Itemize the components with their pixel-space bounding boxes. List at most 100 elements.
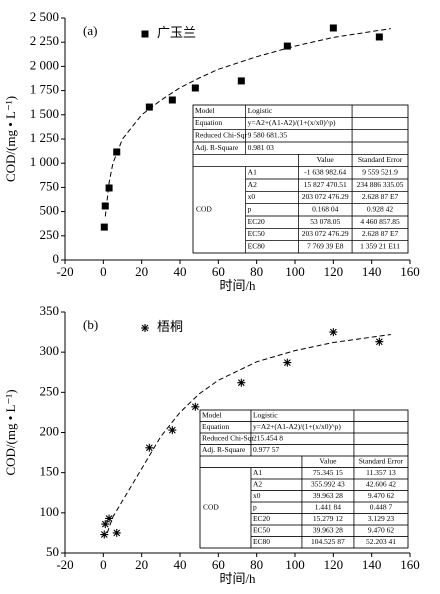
x-tick-label: 100 bbox=[285, 557, 305, 572]
table-text: 75.345 15 bbox=[313, 468, 343, 477]
point bbox=[329, 328, 338, 337]
x-tick-label: 20 bbox=[135, 264, 148, 279]
x-axis-label: 时间/h bbox=[219, 571, 256, 586]
table-cell bbox=[351, 240, 409, 254]
point bbox=[237, 378, 246, 387]
table-text: Equation bbox=[195, 118, 222, 127]
table-text: 0.168 04 bbox=[312, 205, 339, 214]
table-text: 1 359 21 E11 bbox=[360, 242, 400, 251]
y-tick-label: 200 bbox=[40, 423, 60, 438]
table-text: Adj. R-Square bbox=[202, 445, 246, 454]
point bbox=[237, 77, 245, 85]
table-text: 203 072 476.29 bbox=[302, 229, 349, 238]
table-text: EC50 bbox=[248, 229, 265, 238]
table-text: Standard Error bbox=[358, 155, 403, 164]
table-text: 4 460 857.85 bbox=[360, 217, 400, 226]
table-text: 39.963 28 bbox=[313, 525, 343, 534]
table-text: 355.992 43 bbox=[311, 479, 345, 488]
y-tick-label: 1 000 bbox=[30, 154, 59, 169]
point bbox=[145, 443, 154, 452]
table-text: A1 bbox=[248, 168, 257, 177]
point bbox=[101, 202, 109, 210]
y-tick-label: 2 250 bbox=[30, 33, 59, 48]
panel-label: (b) bbox=[83, 317, 98, 332]
x-tick-label: 140 bbox=[362, 264, 382, 279]
legend-marker bbox=[141, 30, 149, 38]
table-text: 9 559 521.9 bbox=[362, 168, 398, 177]
table-text: Value bbox=[319, 456, 337, 465]
y-tick-label: 350 bbox=[40, 303, 60, 318]
y-tick-label: 1 500 bbox=[30, 106, 59, 121]
table-text: y=A2+(A1-A2)/(1+(x/x0)^p) bbox=[248, 118, 336, 127]
table-text: EC20 bbox=[248, 217, 265, 226]
table-text: A1 bbox=[253, 468, 262, 477]
table-text: EC80 bbox=[253, 537, 270, 546]
table-text: Reduced Chi-Sqr bbox=[202, 433, 254, 442]
table-text: Equation bbox=[202, 422, 229, 431]
table-text: Logistic bbox=[248, 106, 273, 115]
legend-marker bbox=[141, 324, 149, 332]
x-tick-label: 60 bbox=[212, 557, 225, 572]
table-text: 215.454 8 bbox=[253, 433, 283, 442]
fit-curve bbox=[106, 334, 391, 534]
y-tick-label: 50 bbox=[46, 544, 59, 559]
y-axis-label: COD/(mg • L⁻¹) bbox=[3, 96, 18, 182]
table-text: 0.981 03 bbox=[248, 143, 274, 152]
table-text: 15.279 12 bbox=[313, 514, 343, 523]
table-text: x0 bbox=[248, 192, 256, 201]
table-text: 104.525 87 bbox=[311, 537, 345, 546]
point bbox=[375, 337, 384, 346]
table-text: COD bbox=[196, 205, 212, 214]
x-tick-label: 80 bbox=[250, 557, 263, 572]
table-text: 0.977 57 bbox=[253, 445, 280, 454]
table-text: x0 bbox=[253, 491, 261, 500]
y-tick-label: 0 bbox=[53, 251, 60, 266]
point bbox=[100, 223, 108, 231]
table-text: Value bbox=[317, 155, 335, 164]
y-tick-label: 2 000 bbox=[30, 57, 59, 72]
x-axis-label: 时间/h bbox=[219, 278, 256, 293]
table-text: 234 886 335.05 bbox=[357, 180, 404, 189]
y-tick-label: 300 bbox=[40, 343, 60, 358]
table-text: EC50 bbox=[253, 525, 270, 534]
point bbox=[100, 530, 109, 539]
legend-label: 广玉兰 bbox=[157, 25, 196, 40]
x-tick-label: 0 bbox=[100, 557, 107, 572]
legend-label: 梧桐 bbox=[157, 319, 183, 334]
x-tick-label: 160 bbox=[400, 557, 420, 572]
table-text: COD bbox=[203, 502, 219, 511]
table-text: 2.628 87 E7 bbox=[362, 229, 399, 238]
point bbox=[168, 426, 177, 435]
y-tick-label: 250 bbox=[40, 383, 60, 398]
panel-label: (a) bbox=[83, 23, 97, 38]
table-text: Model bbox=[202, 410, 222, 419]
table-cell bbox=[353, 536, 409, 549]
table-text: Reduced Chi-Sqr bbox=[195, 131, 247, 140]
y-tick-label: 1 750 bbox=[30, 82, 59, 97]
point bbox=[191, 84, 199, 92]
point bbox=[191, 402, 200, 411]
y-tick-label: 500 bbox=[40, 203, 60, 218]
y-axis-label: COD/(mg • L⁻¹) bbox=[3, 389, 18, 475]
x-tick-label: 120 bbox=[324, 264, 344, 279]
point bbox=[113, 148, 121, 156]
table-text: 42.606 42 bbox=[366, 479, 396, 488]
table-text: Logistic bbox=[253, 410, 278, 419]
fit-curve bbox=[104, 28, 391, 217]
table-text: A2 bbox=[248, 180, 257, 189]
point bbox=[329, 24, 337, 32]
table-text: A2 bbox=[253, 479, 262, 488]
table-text: EC20 bbox=[253, 514, 270, 523]
table-text: 0.448 7 bbox=[370, 502, 393, 511]
x-tick-label: 140 bbox=[362, 557, 382, 572]
x-tick-label: 80 bbox=[250, 264, 263, 279]
table-text: 15 827 470.51 bbox=[304, 180, 347, 189]
table-text: 203 072 476.29 bbox=[302, 192, 349, 201]
y-tick-label: 2 500 bbox=[30, 9, 59, 24]
y-tick-label: 1 250 bbox=[30, 130, 59, 145]
table-text: 9.470 62 bbox=[368, 491, 395, 500]
point bbox=[101, 520, 110, 529]
table-text: 7 769 39 E8 bbox=[307, 242, 344, 251]
y-tick-label: 750 bbox=[40, 178, 60, 193]
